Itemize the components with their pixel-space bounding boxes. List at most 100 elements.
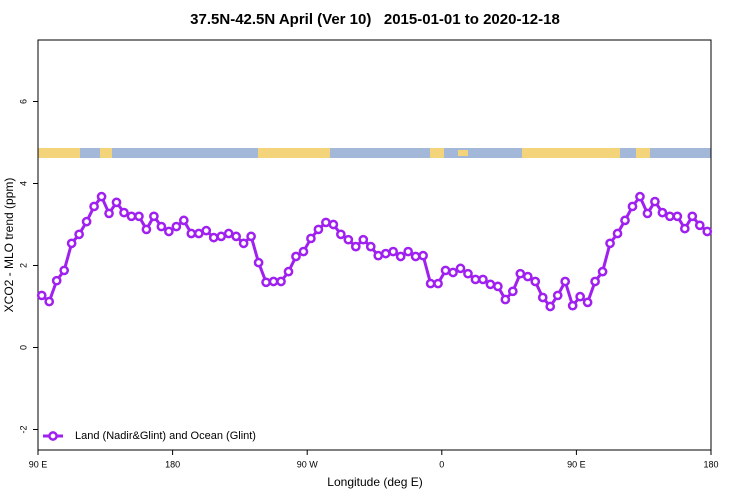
data-point bbox=[231, 231, 242, 242]
y-tick-label: 0 bbox=[18, 345, 28, 350]
data-point bbox=[81, 216, 92, 227]
data-point bbox=[328, 219, 339, 230]
data-point bbox=[470, 274, 481, 285]
data-point bbox=[552, 290, 563, 301]
data-point bbox=[283, 266, 294, 277]
data-point bbox=[306, 233, 316, 244]
plot-frame bbox=[37, 39, 712, 451]
data-point bbox=[238, 238, 249, 249]
data-point bbox=[246, 231, 256, 242]
data-point bbox=[291, 251, 301, 262]
data-point bbox=[620, 215, 630, 226]
data-point bbox=[193, 228, 204, 239]
data-point bbox=[478, 274, 488, 285]
data-point bbox=[141, 224, 152, 235]
data-point bbox=[455, 263, 466, 274]
data-point bbox=[627, 201, 638, 212]
x-axis-label: Longitude (deg E) bbox=[327, 475, 422, 489]
data-point bbox=[126, 211, 137, 222]
data-point bbox=[485, 279, 496, 290]
data-point bbox=[665, 211, 675, 222]
y-tick-label: 2 bbox=[18, 263, 28, 268]
data-point bbox=[276, 276, 286, 287]
data-point bbox=[164, 226, 174, 237]
data-point bbox=[425, 278, 436, 289]
data-point bbox=[597, 266, 608, 277]
data-point bbox=[522, 271, 533, 282]
data-point bbox=[702, 226, 713, 237]
data-point bbox=[358, 234, 369, 245]
data-point bbox=[537, 292, 548, 303]
data-point bbox=[418, 250, 428, 261]
data-point bbox=[694, 220, 705, 231]
data-point bbox=[410, 251, 421, 262]
data-point bbox=[119, 207, 129, 218]
legend-marker bbox=[48, 431, 58, 441]
data-point bbox=[208, 232, 219, 243]
y-tick-label: -2 bbox=[18, 425, 28, 433]
x-tick-label: 90 E bbox=[567, 459, 586, 469]
data-point bbox=[493, 281, 503, 292]
data-point bbox=[178, 215, 189, 226]
data-point bbox=[261, 277, 271, 288]
data-point bbox=[395, 251, 406, 262]
data-point bbox=[560, 276, 571, 287]
data-point bbox=[448, 267, 458, 278]
data-point bbox=[500, 294, 511, 305]
data-point bbox=[96, 191, 107, 202]
y-tick-label: 6 bbox=[18, 99, 28, 104]
data-point bbox=[657, 207, 668, 218]
data-point bbox=[403, 246, 413, 257]
data-point bbox=[582, 297, 593, 308]
y-axis-label: XCO2 - MLO trend (ppm) bbox=[2, 178, 16, 313]
data-point bbox=[149, 211, 159, 222]
data-point bbox=[590, 276, 600, 287]
x-tick-label: 180 bbox=[703, 459, 718, 469]
data-point bbox=[51, 275, 62, 286]
x-tick-label: 0 bbox=[439, 459, 444, 469]
data-point bbox=[672, 211, 683, 222]
data-point bbox=[156, 221, 167, 232]
data-point bbox=[171, 221, 182, 232]
data-point bbox=[507, 286, 518, 297]
data-point bbox=[515, 268, 526, 279]
data-point bbox=[388, 246, 399, 257]
data-point bbox=[642, 208, 653, 219]
chart-title: 37.5N-42.5N April (Ver 10) 2015-01-01 to… bbox=[190, 11, 560, 28]
data-point bbox=[313, 224, 324, 235]
data-point bbox=[530, 276, 541, 287]
data-point bbox=[433, 278, 443, 289]
data-point bbox=[679, 223, 690, 234]
data-point bbox=[635, 191, 645, 202]
data-point bbox=[36, 290, 47, 301]
y-tick-label: 4 bbox=[18, 181, 28, 186]
data-point bbox=[380, 248, 391, 259]
x-tick-label: 90 E bbox=[29, 459, 48, 469]
data-point bbox=[612, 228, 623, 239]
data-point bbox=[186, 228, 197, 239]
data-point bbox=[298, 246, 309, 257]
data-point bbox=[216, 231, 227, 242]
data-point bbox=[687, 211, 698, 222]
data-point bbox=[350, 241, 361, 252]
data-point bbox=[66, 238, 77, 249]
data-point bbox=[59, 265, 70, 276]
data-point bbox=[365, 241, 376, 252]
data-point bbox=[111, 197, 122, 208]
data-point bbox=[74, 229, 84, 240]
data-point bbox=[605, 238, 615, 249]
legend-label: Land (Nadir&Glint) and Ocean (Glint) bbox=[75, 430, 256, 442]
data-point bbox=[567, 300, 578, 311]
data-point bbox=[223, 228, 234, 239]
map-strip bbox=[38, 148, 711, 158]
data-point bbox=[268, 276, 279, 287]
data-point bbox=[463, 268, 473, 279]
data-point bbox=[321, 217, 331, 228]
data-point bbox=[253, 257, 264, 268]
data-point bbox=[440, 265, 451, 276]
data-point bbox=[343, 234, 354, 245]
data-point bbox=[44, 296, 55, 307]
x-tick-label: 180 bbox=[165, 459, 180, 469]
data-point bbox=[545, 301, 556, 312]
